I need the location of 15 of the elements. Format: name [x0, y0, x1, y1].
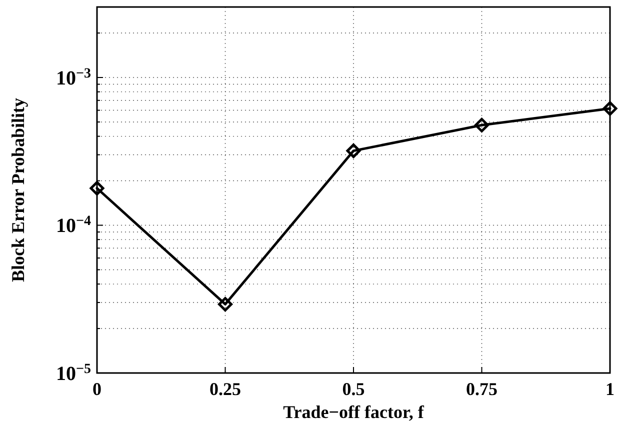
x-tick-label: 0.75	[466, 379, 498, 399]
x-axis-title: Trade−off factor, f	[283, 402, 425, 422]
x-tick-label: 0	[92, 379, 102, 399]
x-tick-label: 0.25	[210, 379, 241, 399]
point	[474, 118, 489, 132]
y-tick-label: 10$^{−4}$	[56, 214, 91, 238]
y-tick-label: 10$^{−5}$	[56, 362, 91, 385]
y-tick-label: 10$^{−3}$	[56, 66, 91, 90]
x-tick-label: 1	[606, 379, 614, 399]
point	[346, 144, 361, 158]
point	[602, 101, 618, 116]
point	[90, 181, 104, 196]
point	[218, 296, 232, 312]
y-axis-title: Block Error Probability	[8, 98, 28, 282]
x-tick-label: 0.5	[342, 379, 365, 399]
